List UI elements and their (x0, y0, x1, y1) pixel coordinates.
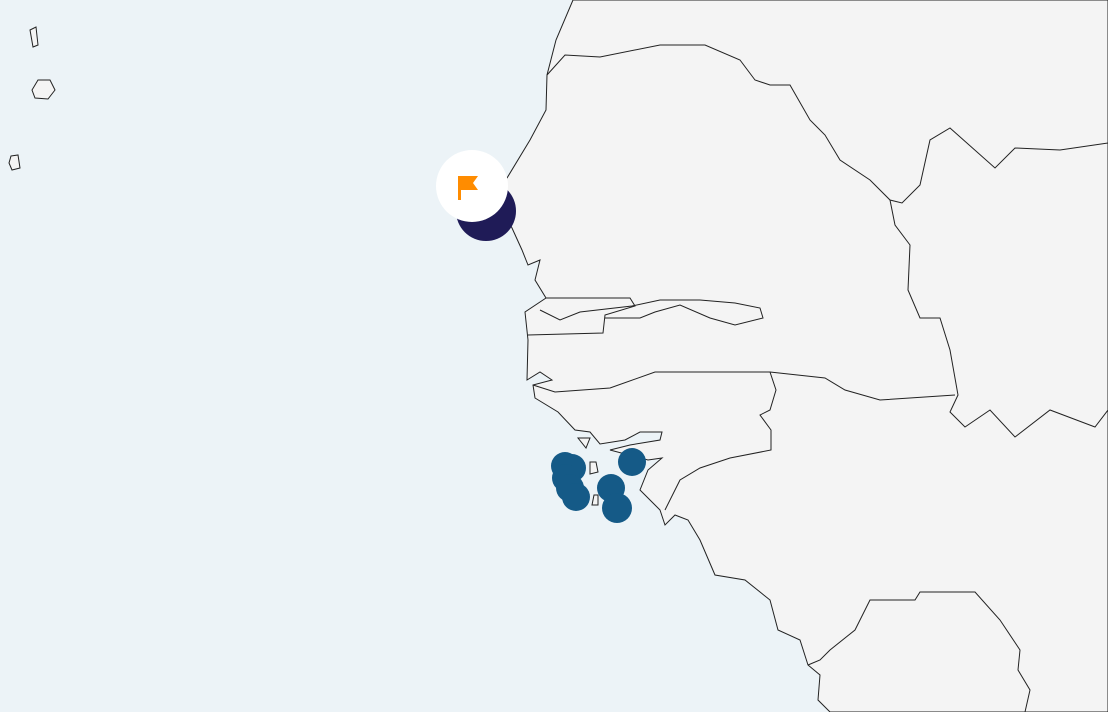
mainland (494, 0, 1108, 712)
island (576, 437, 591, 449)
island (591, 494, 599, 506)
gambia-river (539, 299, 764, 326)
location-marker[interactable] (618, 448, 646, 476)
highlight-marker[interactable] (436, 150, 516, 241)
border-senegal-mauritania (546, 44, 1108, 204)
location-marker[interactable] (602, 493, 632, 523)
cluster-markers[interactable] (551, 448, 646, 523)
border-gambia-north (527, 297, 636, 336)
border-guinea-sierra-leone (807, 591, 1031, 712)
border-senegal-mali (889, 199, 1108, 438)
location-marker[interactable] (562, 483, 590, 511)
island (589, 461, 599, 475)
flag-icon (458, 176, 478, 200)
island (29, 26, 39, 48)
island (31, 79, 56, 100)
border-guinea-bissau-east (664, 371, 777, 511)
island (8, 154, 21, 171)
